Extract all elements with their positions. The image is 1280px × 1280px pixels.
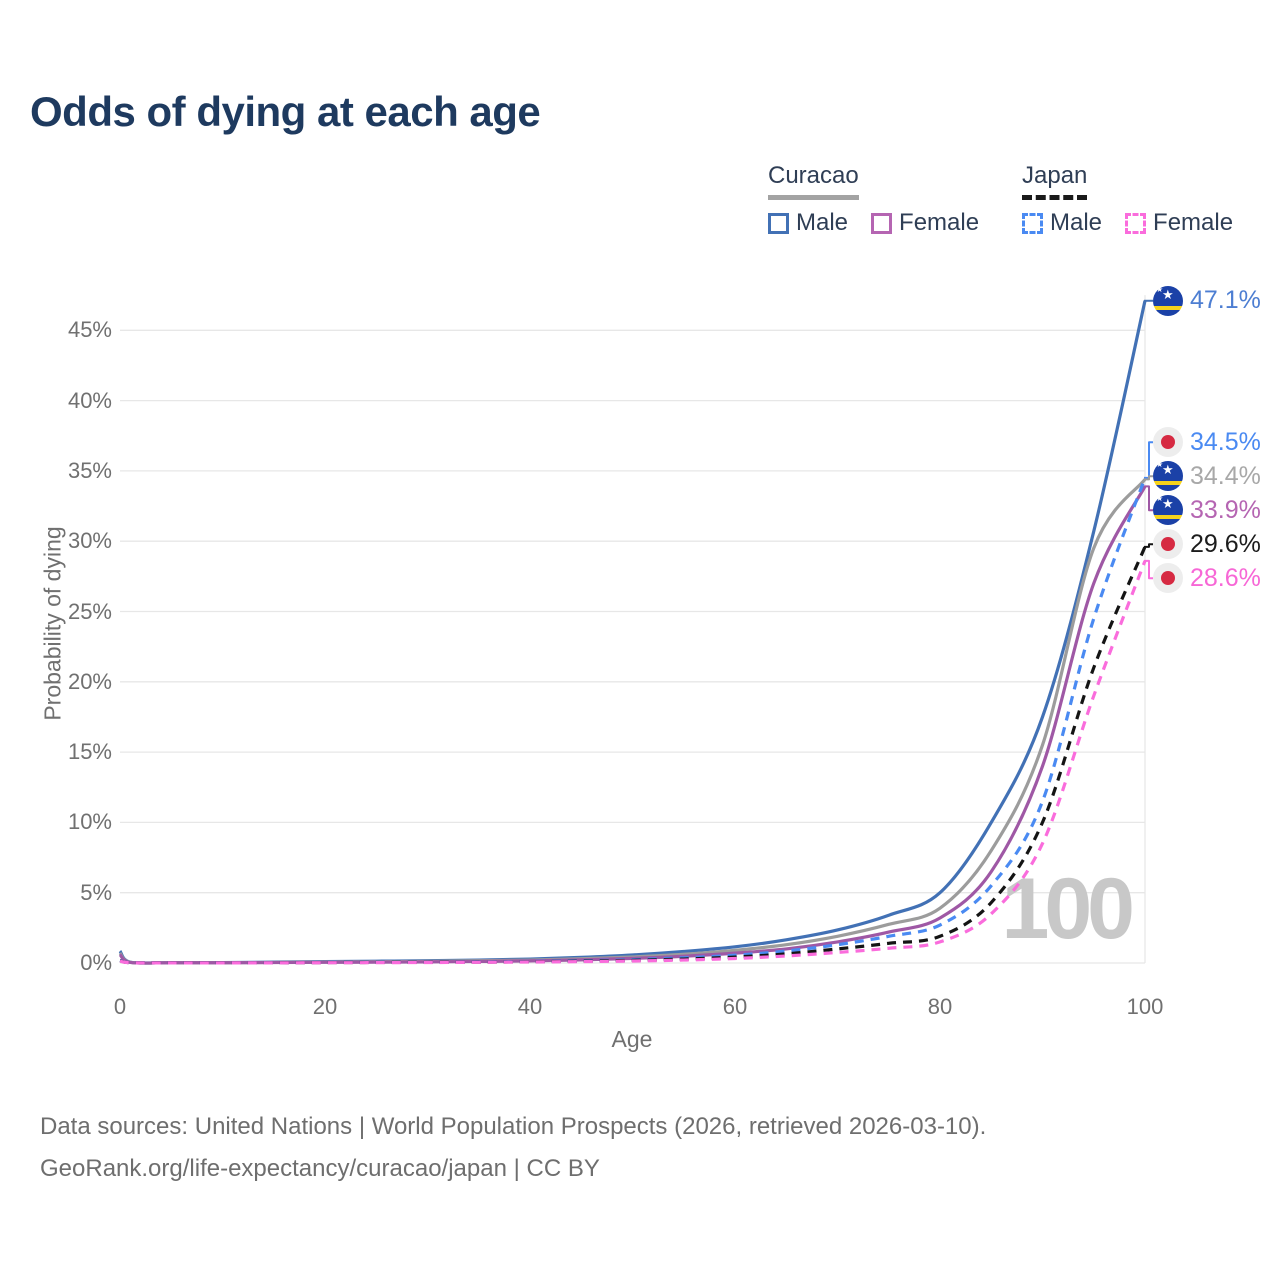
- y-tick-10: 10%: [67, 809, 112, 835]
- y-tick-30: 30%: [67, 528, 112, 554]
- end-label-leader-japan-male: [1144, 441, 1153, 479]
- series-line-japan-female[interactable]: [119, 560, 1147, 965]
- legend-header-japan[interactable]: Japan: [1022, 162, 1088, 200]
- legend-label-curacao-male: Male: [796, 209, 849, 236]
- y-tick-35: 35%: [67, 457, 112, 483]
- end-label-value: 47.1%: [1190, 286, 1261, 315]
- end-label-japan-male: 34.5%: [1153, 427, 1261, 458]
- legend-row-curacao: Male Female: [768, 209, 993, 237]
- legend-row-japan: Male Female: [1022, 209, 1247, 237]
- x-tick-60: 60: [722, 994, 748, 1019]
- x-tick-20: 20: [312, 994, 338, 1019]
- series-line-curacao[interactable]: [118, 478, 1147, 965]
- legend-item-japan-female[interactable]: Female: [1125, 209, 1233, 237]
- curacao-male-swatch-icon: [768, 212, 789, 234]
- end-label-value: 28.6%: [1190, 563, 1261, 592]
- series-line-curacao-female[interactable]: [118, 485, 1147, 965]
- end-label-value: 29.6%: [1190, 529, 1261, 558]
- y-tick-45: 45%: [67, 317, 112, 343]
- y-tick-20: 20%: [67, 668, 112, 694]
- y-tick-40: 40%: [67, 387, 112, 413]
- x-tick-40: 40: [517, 994, 543, 1019]
- curacao-female-swatch-icon: [871, 212, 893, 234]
- end-label-value: 34.5%: [1190, 427, 1261, 456]
- legend-header-curacao[interactable]: Curacao: [768, 162, 859, 200]
- legend-group-japan: Japan Male Female: [1022, 162, 1247, 237]
- legend-label-japan-female: Female: [1153, 209, 1234, 236]
- end-label-curacao: ★ ★ 34.4%: [1153, 461, 1261, 492]
- end-label-japan: 29.6%: [1153, 529, 1261, 560]
- legend-label-japan-male: Male: [1050, 209, 1103, 236]
- y-tick-25: 25%: [67, 598, 112, 624]
- hovered-age-watermark: 100: [1002, 861, 1133, 957]
- end-label-curacao-male: ★ ★ 47.1%: [1153, 285, 1261, 316]
- end-label-japan-female: 28.6%: [1153, 563, 1261, 594]
- footer-attribution: GeoRank.org/life-expectancy/curacao/japa…: [40, 1155, 600, 1182]
- legend-item-japan-male[interactable]: Male: [1022, 209, 1102, 237]
- end-label-value: 33.9%: [1190, 495, 1261, 524]
- series-line-japan-male[interactable]: [119, 477, 1147, 965]
- footer-data-sources: Data sources: United Nations | World Pop…: [40, 1113, 987, 1140]
- x-tick-80: 80: [927, 994, 953, 1019]
- y-tick-0: 0%: [80, 950, 112, 975]
- japan-male-swatch-icon: [1022, 212, 1043, 234]
- source-footer: Data sources: United Nations | World Pop…: [40, 1106, 986, 1190]
- x-axis-title: Age: [611, 1026, 653, 1052]
- end-label-value: 34.4%: [1190, 461, 1261, 490]
- end-label-leader-curacao: [1144, 475, 1153, 481]
- y-tick-5: 5%: [80, 879, 112, 905]
- curacao-flag-icon: ★ ★: [1153, 285, 1183, 316]
- japan-flag-icon: [1153, 427, 1183, 458]
- japan-female-swatch-icon: [1125, 212, 1147, 234]
- curacao-flag-icon: ★ ★: [1153, 495, 1183, 526]
- japan-flag-icon: [1153, 563, 1183, 594]
- end-label-leader-japan: [1144, 543, 1153, 548]
- legend-item-curacao-male[interactable]: Male: [768, 209, 848, 237]
- end-label-leader-curacao-female: [1144, 485, 1153, 512]
- legend-label-curacao-female: Female: [899, 209, 980, 236]
- japan-flag-icon: [1153, 529, 1183, 560]
- end-label-leader-japan-female: [1144, 559, 1153, 580]
- curacao-flag-icon: ★ ★: [1153, 461, 1183, 492]
- page-title: Odds of dying at each age: [30, 88, 541, 135]
- y-tick-15: 15%: [67, 739, 112, 765]
- x-tick-0: 0: [113, 994, 127, 1019]
- legend-item-curacao-female[interactable]: Female: [871, 209, 979, 237]
- x-tick-100: 100: [1126, 994, 1164, 1019]
- end-label-curacao-female: ★ ★ 33.9%: [1153, 495, 1261, 526]
- series-line-japan[interactable]: [119, 546, 1147, 965]
- legend-group-curacao: Curacao Male Female: [768, 162, 993, 237]
